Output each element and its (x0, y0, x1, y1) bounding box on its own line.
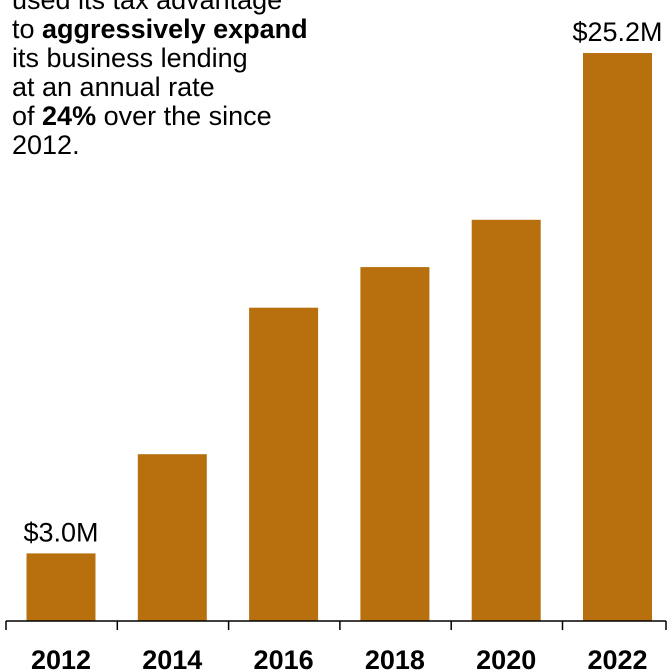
annotation-emphasis-expand: aggressively expand (42, 14, 308, 44)
x-tick-label-2020: 2020 (476, 645, 536, 671)
chart-annotation: used its tax advantage to aggressively e… (12, 0, 352, 160)
x-tick-label-2018: 2018 (365, 645, 425, 671)
x-tick-label-2016: 2016 (254, 645, 314, 671)
x-tick-label-2014: 2014 (142, 645, 202, 671)
annotation-line-4: at an annual rate (12, 72, 215, 102)
bar-2018 (360, 267, 430, 621)
data-label-2012: $3.0M (23, 517, 98, 547)
annotation-line-5: of 24% over the since (12, 102, 352, 131)
annotation-emphasis-rate: 24% (42, 101, 97, 131)
annotation-line-5-prefix: of (12, 101, 43, 131)
bar-2022 (583, 53, 652, 621)
annotation-line-2-prefix: to (12, 14, 43, 44)
annotation-line-2: to aggressively expand (12, 15, 352, 44)
data-label-2022: $25.2M (572, 17, 662, 47)
bar-2014 (137, 454, 207, 621)
annotation-line-5-suffix: over the since (96, 101, 272, 131)
bar-2016 (249, 307, 319, 621)
x-tick-label-2022: 2022 (587, 645, 647, 671)
bar-2012 (26, 553, 96, 621)
annotation-line-6: 2012. (12, 130, 80, 160)
x-tick-label-2012: 2012 (31, 645, 91, 671)
annotation-line-1: used its tax advantage (12, 0, 283, 15)
bar-2020 (471, 219, 541, 622)
annotation-line-3: its business lending (12, 43, 248, 73)
